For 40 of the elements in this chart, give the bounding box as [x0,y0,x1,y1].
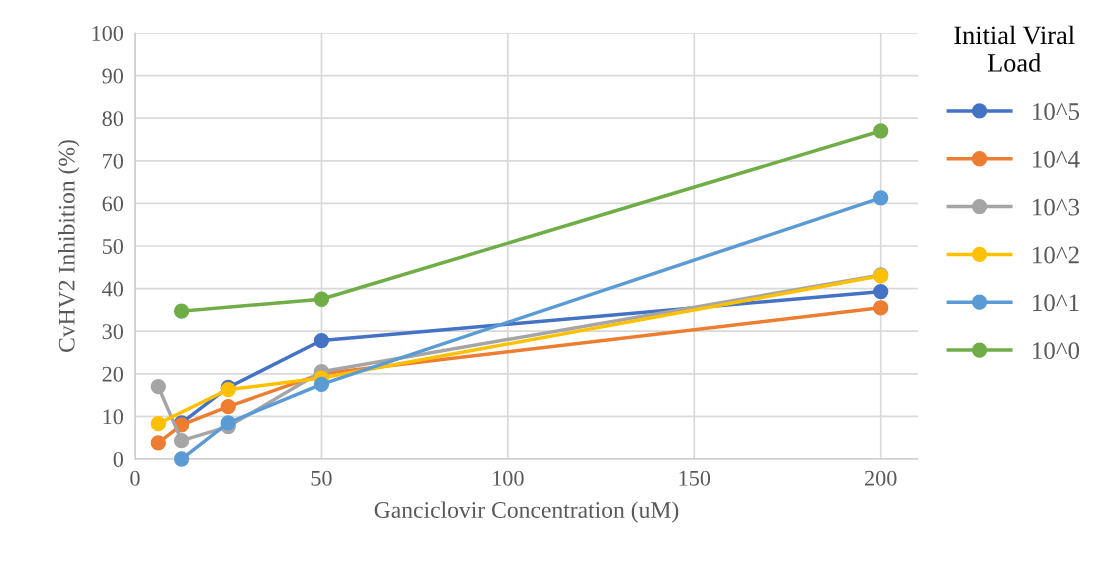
legend-label: 10^0 [1033,342,1080,360]
y-tick-label: 70 [103,153,124,169]
x-tick-label: 100 [493,470,524,486]
x-tick-label: 150 [679,470,711,486]
y-tick-label: 0 [113,451,124,467]
x-tick-label: 50 [311,470,332,486]
point [150,378,166,395]
point [873,300,889,316]
point [150,416,166,432]
y-tick-label: 40 [102,281,124,297]
point [313,291,330,307]
point [313,332,330,349]
point [173,433,190,449]
point [173,451,190,467]
y-tick-label: 100 [92,25,124,41]
point [150,435,166,451]
x-axis-title: Ganciclovir Concentration (uM) [374,501,679,523]
y-tick-label: 30 [102,324,124,340]
y-tick-label: 60 [102,196,124,212]
y-tick-label: 50 [102,238,124,254]
y-tick-label: 80 [102,111,124,127]
y-tick-label: 90 [102,68,124,84]
point [873,190,889,206]
point [873,283,889,300]
legend-label: 10^3 [1033,198,1080,216]
point [873,123,889,139]
point [173,303,190,319]
x-tick-label: 0 [130,470,140,486]
legend-title: Initial Viral Load [954,25,1075,72]
legend-label: 10^4 [1033,150,1080,168]
point [313,376,330,393]
x-tick-label: 200 [865,470,897,486]
point [220,398,236,415]
legend-label: 10^1 [1033,294,1079,312]
y-tick-label: 10 [103,409,124,425]
legend-label: 10^2 [1033,246,1079,264]
legend-label: 10^5 [1033,103,1080,120]
y-axis-title: CvHV2 Inhibition (%) [58,140,80,352]
y-tick-label: 20 [102,366,124,382]
point [220,415,236,431]
